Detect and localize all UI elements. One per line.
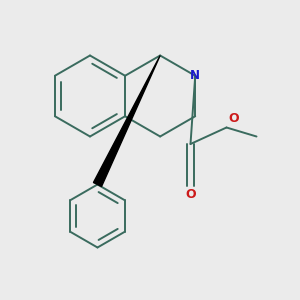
Polygon shape	[94, 56, 160, 187]
Text: O: O	[228, 112, 238, 125]
Text: O: O	[185, 188, 196, 201]
Text: N: N	[190, 69, 200, 82]
